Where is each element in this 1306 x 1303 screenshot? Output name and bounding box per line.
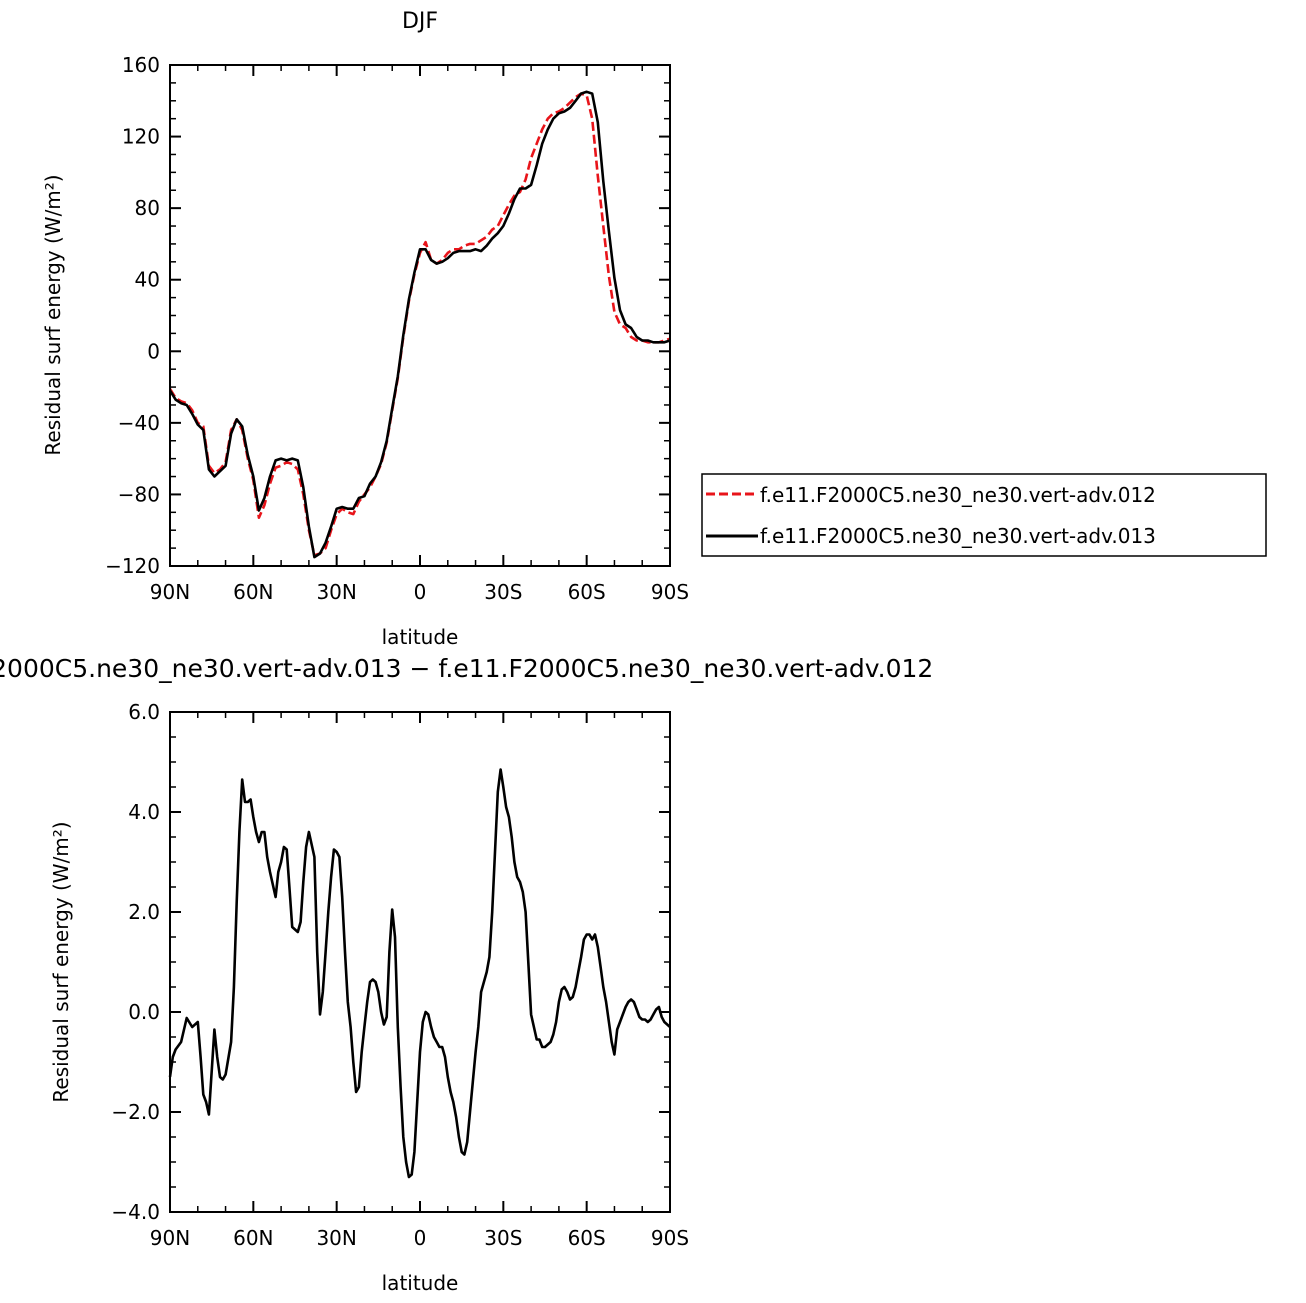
y-tick-label: −120 xyxy=(105,554,160,578)
x-tick-label: 60S xyxy=(568,1226,606,1250)
legend-box xyxy=(701,473,1267,557)
legend-label-013: f.e11.F2000C5.ne30_ne30.vert-adv.013 xyxy=(760,524,1156,548)
x-axis-label-bottom: latitude xyxy=(382,1271,459,1295)
y-tick-label: 4.0 xyxy=(128,800,160,824)
series-lines-top xyxy=(168,90,671,559)
x-tick-label: 90S xyxy=(651,1226,689,1250)
chart-title-bottom: f.e11.F2000C5.ne30_ne30.vert-adv.013 − f… xyxy=(0,654,933,683)
x-tick-label: 0 xyxy=(414,1226,427,1250)
y-axis-label-bottom: Residual surf energy (W/m²) xyxy=(49,821,73,1102)
x-tick-label: 90N xyxy=(150,580,190,604)
plot-frame-top xyxy=(169,64,671,567)
y-tick-label: 120 xyxy=(122,125,160,149)
y-tick-label: −40 xyxy=(118,411,160,435)
bottom-panel: f.e11.F2000C5.ne30_ne30.vert-adv.013 − f… xyxy=(0,654,933,1295)
x-tick-label: 60N xyxy=(233,580,273,604)
y-tick-label: 40 xyxy=(135,268,160,292)
x-tick-label: 30N xyxy=(316,1226,356,1250)
legend-label-012: f.e11.F2000C5.ne30_ne30.vert-adv.012 xyxy=(760,483,1156,507)
y-tick-label: −80 xyxy=(118,482,160,506)
x-tick-label: 60S xyxy=(568,580,606,604)
y-tick-label: −2.0 xyxy=(111,1100,160,1124)
x-tick-label: 60N xyxy=(233,1226,273,1250)
y-tick-label: 6.0 xyxy=(128,700,160,724)
axis-ticks-bottom: 90N 60N 30N 0 30S 60S 90S −4.0 −2.0 0.0 2.0 4.0 6.0 xyxy=(111,700,689,1250)
series-lines-bottom xyxy=(168,768,671,1179)
chart-title-top: DJF xyxy=(402,9,438,34)
series-line-0-0 xyxy=(168,92,671,557)
x-tick-label: 90S xyxy=(651,580,689,604)
y-tick-label: 160 xyxy=(122,53,160,77)
x-axis-label-top: latitude xyxy=(382,625,459,649)
x-tick-label: 30N xyxy=(316,580,356,604)
x-tick-label: 30S xyxy=(484,580,522,604)
top-panel: DJF latitude Residual surf energy (W/m²)… xyxy=(41,9,689,649)
y-tick-label: 80 xyxy=(135,196,160,220)
axis-ticks-top: 90N 60N 30N 0 30S 60S 90S −120 −80 −40 0 40 80 120 160 xyxy=(105,53,689,604)
plot-frame-bottom xyxy=(169,711,671,1213)
x-tick-label: 0 xyxy=(414,580,427,604)
y-tick-label: 0 xyxy=(147,339,160,363)
y-tick-label: 0.0 xyxy=(128,1000,160,1024)
y-tick-label: −4.0 xyxy=(111,1200,160,1224)
series-line-0-1 xyxy=(168,90,671,559)
y-axis-label-top: Residual surf energy (W/m²) xyxy=(41,174,65,455)
x-tick-label: 30S xyxy=(484,1226,522,1250)
y-tick-label: 2.0 xyxy=(128,900,160,924)
x-tick-label: 90N xyxy=(150,1226,190,1250)
series-line-1-0 xyxy=(168,768,671,1179)
legend: f.e11.F2000C5.ne30_ne30.vert-adv.012 f.e… xyxy=(701,473,1267,557)
